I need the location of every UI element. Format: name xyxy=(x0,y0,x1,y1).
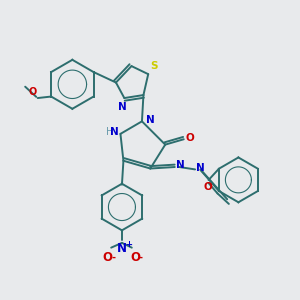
Text: H: H xyxy=(106,128,114,137)
Text: O: O xyxy=(204,182,212,192)
Text: S: S xyxy=(151,61,158,70)
Text: N: N xyxy=(146,115,154,124)
Text: N: N xyxy=(118,102,127,112)
Text: O: O xyxy=(185,133,194,143)
Text: N: N xyxy=(176,160,185,170)
Text: O: O xyxy=(29,87,37,97)
Text: +: + xyxy=(125,241,133,250)
Text: -: - xyxy=(111,253,115,263)
Text: N: N xyxy=(196,163,205,172)
Text: N: N xyxy=(110,128,119,137)
Text: -: - xyxy=(139,253,143,263)
Text: N: N xyxy=(117,242,127,255)
Text: O: O xyxy=(103,251,112,264)
Text: O: O xyxy=(130,251,140,264)
